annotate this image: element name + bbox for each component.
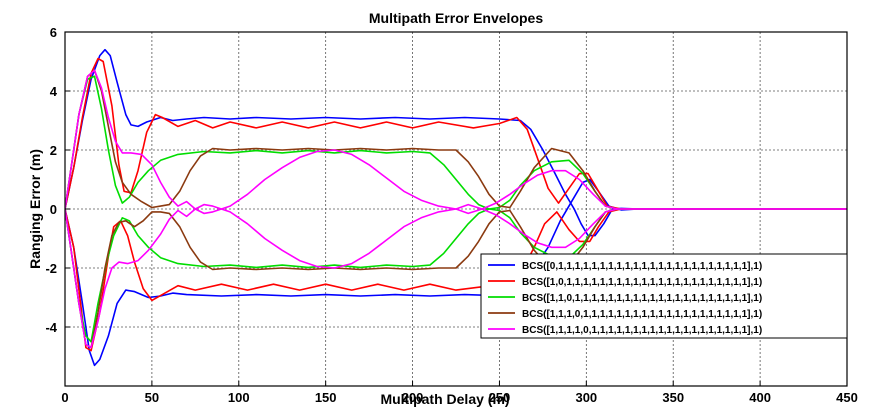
x-tick-label: 300 [575,390,597,405]
y-tick-label: 6 [50,25,57,40]
series-3-lower-envelope [65,208,847,343]
y-tick-label: -4 [45,320,57,335]
legend-entry-1: BCS([0,1,1,1,1,1,1,1,1,1,1,1,1,1,1,1,1,1… [522,261,762,272]
series-1-lower-envelope [65,178,847,367]
x-tick-label: 0 [61,390,68,405]
series-4-upper-envelope [65,69,847,210]
series-5-lower-envelope [65,169,847,349]
x-tick-label: 100 [228,390,250,405]
x-tick-label: 150 [315,390,337,405]
series-3-upper-envelope [65,75,847,210]
x-tick-label: 450 [836,390,858,405]
legend-box [480,253,848,339]
series-5-upper-envelope [65,69,847,249]
y-tick-label: 0 [50,202,57,217]
y-tick-label: 4 [50,84,58,99]
x-tick-label: 50 [145,390,159,405]
chart-title: Multipath Error Envelopes [369,10,543,26]
x-axis-ticks: 0 50 100 150 200 250 300 350 400 450 [61,381,858,405]
legend-entry-2: BCS([1,0,1,1,1,1,1,1,1,1,1,1,1,1,1,1,1,1… [522,277,762,288]
x-tick-label: 200 [402,390,424,405]
x-tick-label: 400 [749,390,771,405]
data-series [65,48,847,367]
x-tick-label: 250 [489,390,511,405]
series-2-upper-envelope [65,57,847,210]
legend-entry-4: BCS([1,1,1,0,1,1,1,1,1,1,1,1,1,1,1,1,1,1… [522,309,762,320]
legend-entry-5: BCS([1,1,1,1,0,1,1,1,1,1,1,1,1,1,1,1,1,1… [522,325,762,336]
x-axis-label: Multipath Delay (m) [380,391,509,407]
y-tick-label: 2 [50,143,57,158]
series-4-lower-envelope [65,208,847,349]
x-tick-label: 350 [662,390,684,405]
legend: BCS([0,1,1,1,1,1,1,1,1,1,1,1,1,1,1,1,1,1… [480,253,848,339]
y-axis-label: Ranging Error (m) [27,149,43,269]
y-axis-ticks: 6 4 2 0 -2 -4 [45,25,70,335]
legend-entry-3: BCS([1,1,0,1,1,1,1,1,1,1,1,1,1,1,1,1,1,1… [522,293,762,304]
y-tick-label: -2 [45,261,57,276]
